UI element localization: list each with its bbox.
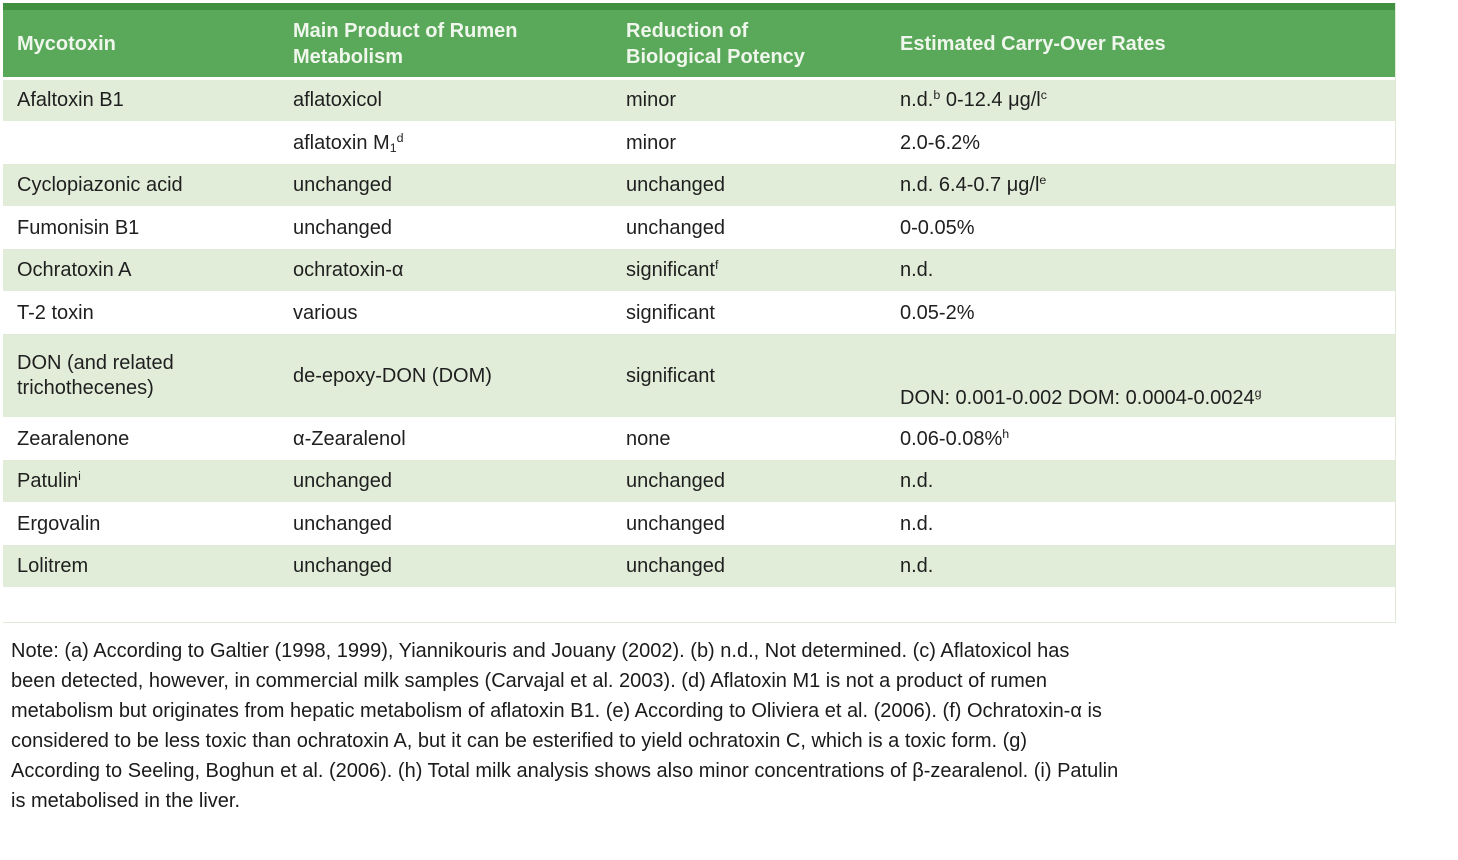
table-header: Mycotoxin Main Product of Rumen Metabolis…: [3, 6, 1395, 80]
table-cell: 0-0.05%: [886, 206, 1395, 250]
column-header-4: Estimated Carry-Over Rates: [886, 6, 1395, 80]
table-cell: 0.06-0.08%h: [886, 417, 1395, 461]
table-cell: Fumonisin B1: [3, 206, 279, 250]
table-row: T-2 toxin various significant 0.05-2%: [3, 291, 1395, 335]
page: Mycotoxin Main Product of Rumen Metabolis…: [3, 3, 1431, 816]
table-cell: de-epoxy-DON (DOM): [279, 334, 612, 419]
table-row: Zearalenone α-Zearalenol none 0.06-0.08%h: [3, 417, 1395, 461]
table-cell: n.d.: [886, 545, 1395, 589]
table-cell: n.d.: [886, 502, 1395, 546]
table-row: DON (and related trichothecenes) de-epoxy…: [3, 334, 1395, 419]
table-cell: Lolitrem: [3, 545, 279, 589]
table-cell: n.d. 6.4-0.7 μg/le: [886, 164, 1395, 208]
table-cell: [3, 121, 279, 165]
table-row: Lolitrem unchanged unchanged n.d.: [3, 545, 1395, 589]
table-cell: minor: [612, 78, 886, 123]
column-header-1: Mycotoxin: [3, 6, 279, 80]
table-cell: Ergovalin: [3, 502, 279, 546]
table-cell: Ochratoxin A: [3, 249, 279, 293]
table-cell: n.d.: [886, 460, 1395, 504]
table-cell: [886, 587, 1395, 623]
table-cell: 0.05-2%: [886, 291, 1395, 335]
table-cell: unchanged: [279, 545, 612, 589]
table-body: Afaltoxin B1 aflatoxicol minor n.d.b 0-12.4…: [3, 78, 1395, 623]
table-cell: unchanged: [279, 460, 612, 504]
table-cell: unchanged: [612, 460, 886, 504]
table-row: Patulini unchanged unchanged n.d.: [3, 460, 1395, 504]
table-cell: unchanged: [612, 164, 886, 208]
table-row: Cyclopiazonic acid unchanged unchanged n.d.…: [3, 164, 1395, 208]
table-cell: unchanged: [612, 545, 886, 589]
table-cell: [279, 587, 612, 623]
table-header-row: Mycotoxin Main Product of Rumen Metabolis…: [3, 6, 1395, 80]
table-row: Ergovalin unchanged unchanged n.d.: [3, 502, 1395, 546]
table-cell: unchanged: [279, 164, 612, 208]
table-cell: minor: [612, 121, 886, 165]
table-cell: unchanged: [612, 206, 886, 250]
table-row: aflatoxin M1d minor 2.0-6.2%: [3, 121, 1395, 165]
note-line: been detected, however, in commercial mi…: [11, 670, 1048, 692]
table-cell: ochratoxin-α: [279, 249, 612, 293]
table-cell: n.d.b 0-12.4 μg/lc: [886, 78, 1395, 123]
table-cell: [612, 587, 886, 623]
table-cell: T-2 toxin: [3, 291, 279, 335]
table-cell: Cyclopiazonic acid: [3, 164, 279, 208]
note-line: According to Seeling, Boghun et al. (200…: [11, 760, 1119, 782]
table-cell: [3, 587, 279, 623]
table-cell: DON (and related trichothecenes): [3, 334, 279, 419]
table-row: Afaltoxin B1 aflatoxicol minor n.d.b 0-12.4…: [3, 78, 1395, 123]
table-cell: Afaltoxin B1: [3, 78, 279, 123]
table-cell: significant: [612, 334, 886, 419]
table-cell: n.d.: [886, 249, 1395, 293]
table-cell: aflatoxin M1d: [279, 121, 612, 165]
note-line: metabolism but originates from hepatic m…: [11, 700, 1102, 722]
note-line: is metabolised in the liver.: [11, 790, 241, 812]
table-cell: none: [612, 417, 886, 461]
note-line: considered to be less toxic than ochrato…: [11, 730, 1028, 752]
table-cell: unchanged: [279, 206, 612, 250]
table-row: [3, 587, 1395, 623]
column-header-3: Reduction of Biological Potency: [612, 6, 886, 80]
table-cell: significant: [612, 291, 886, 335]
table-cell: various: [279, 291, 612, 335]
table-cell: aflatoxicol: [279, 78, 612, 123]
table-cell: Patulini: [3, 460, 279, 504]
mycotoxin-carryover-table: Mycotoxin Main Product of Rumen Metabolis…: [3, 3, 1395, 623]
table-cell: 2.0-6.2%: [886, 121, 1395, 165]
table-note: Note: (a) According to Galtier (1998, 19…: [11, 636, 1431, 816]
table-cell: DON: 0.001-0.002 DOM: 0.0004-0.0024g: [886, 334, 1395, 419]
table-cell: α-Zearalenol: [279, 417, 612, 461]
table-cell: unchanged: [612, 502, 886, 546]
table-cell: unchanged: [279, 502, 612, 546]
note-line: Note: (a) According to Galtier (1998, 19…: [11, 640, 1070, 662]
table-row: Fumonisin B1 unchanged unchanged 0-0.05%: [3, 206, 1395, 250]
column-header-2: Main Product of Rumen Metabolism: [279, 6, 612, 80]
table-cell: Zearalenone: [3, 417, 279, 461]
table-cell: significantf: [612, 249, 886, 293]
